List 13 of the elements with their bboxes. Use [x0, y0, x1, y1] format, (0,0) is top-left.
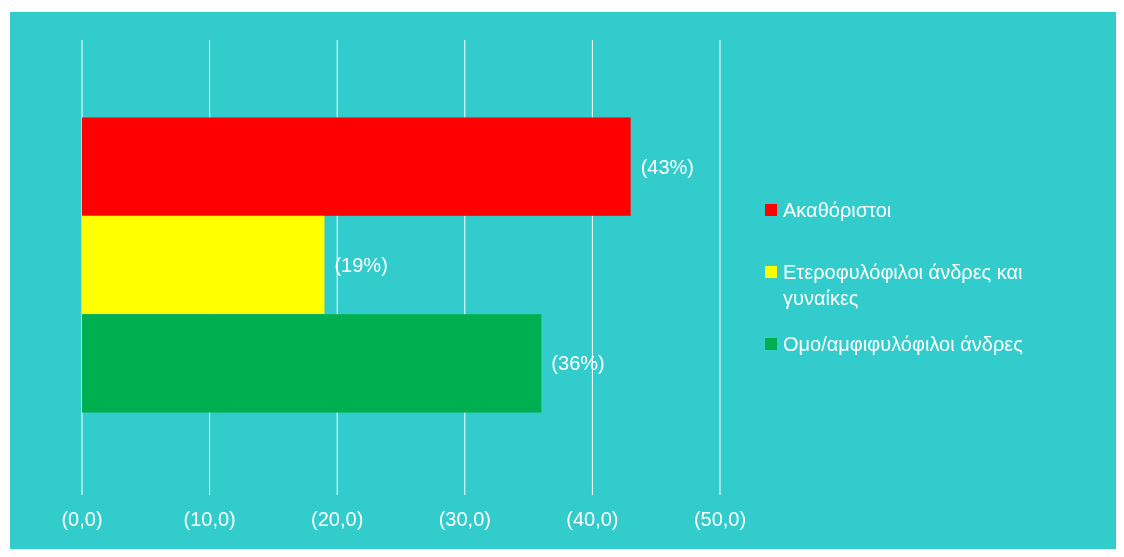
bar [82, 117, 631, 216]
bar [82, 215, 325, 315]
x-tick-label: (10,0) [183, 508, 236, 530]
x-tick-label: (50,0) [693, 508, 747, 530]
x-tick-label: (40,0) [566, 508, 619, 530]
x-tick-label: (20,0) [311, 508, 364, 530]
x-tick-label: (30,0) [438, 508, 491, 530]
legend-label: Ακαθόριστοι [783, 199, 892, 221]
x-tick-label: (0,0) [61, 508, 103, 530]
legend-label: Ομο/αμφιφυλόφιλοι άνδρες [783, 333, 1024, 355]
data-label: (43%) [640, 155, 695, 178]
legend-label: Ετεροφυλόφιλοι άνδρες και γυναίκες [783, 261, 1023, 309]
bar [82, 314, 542, 413]
